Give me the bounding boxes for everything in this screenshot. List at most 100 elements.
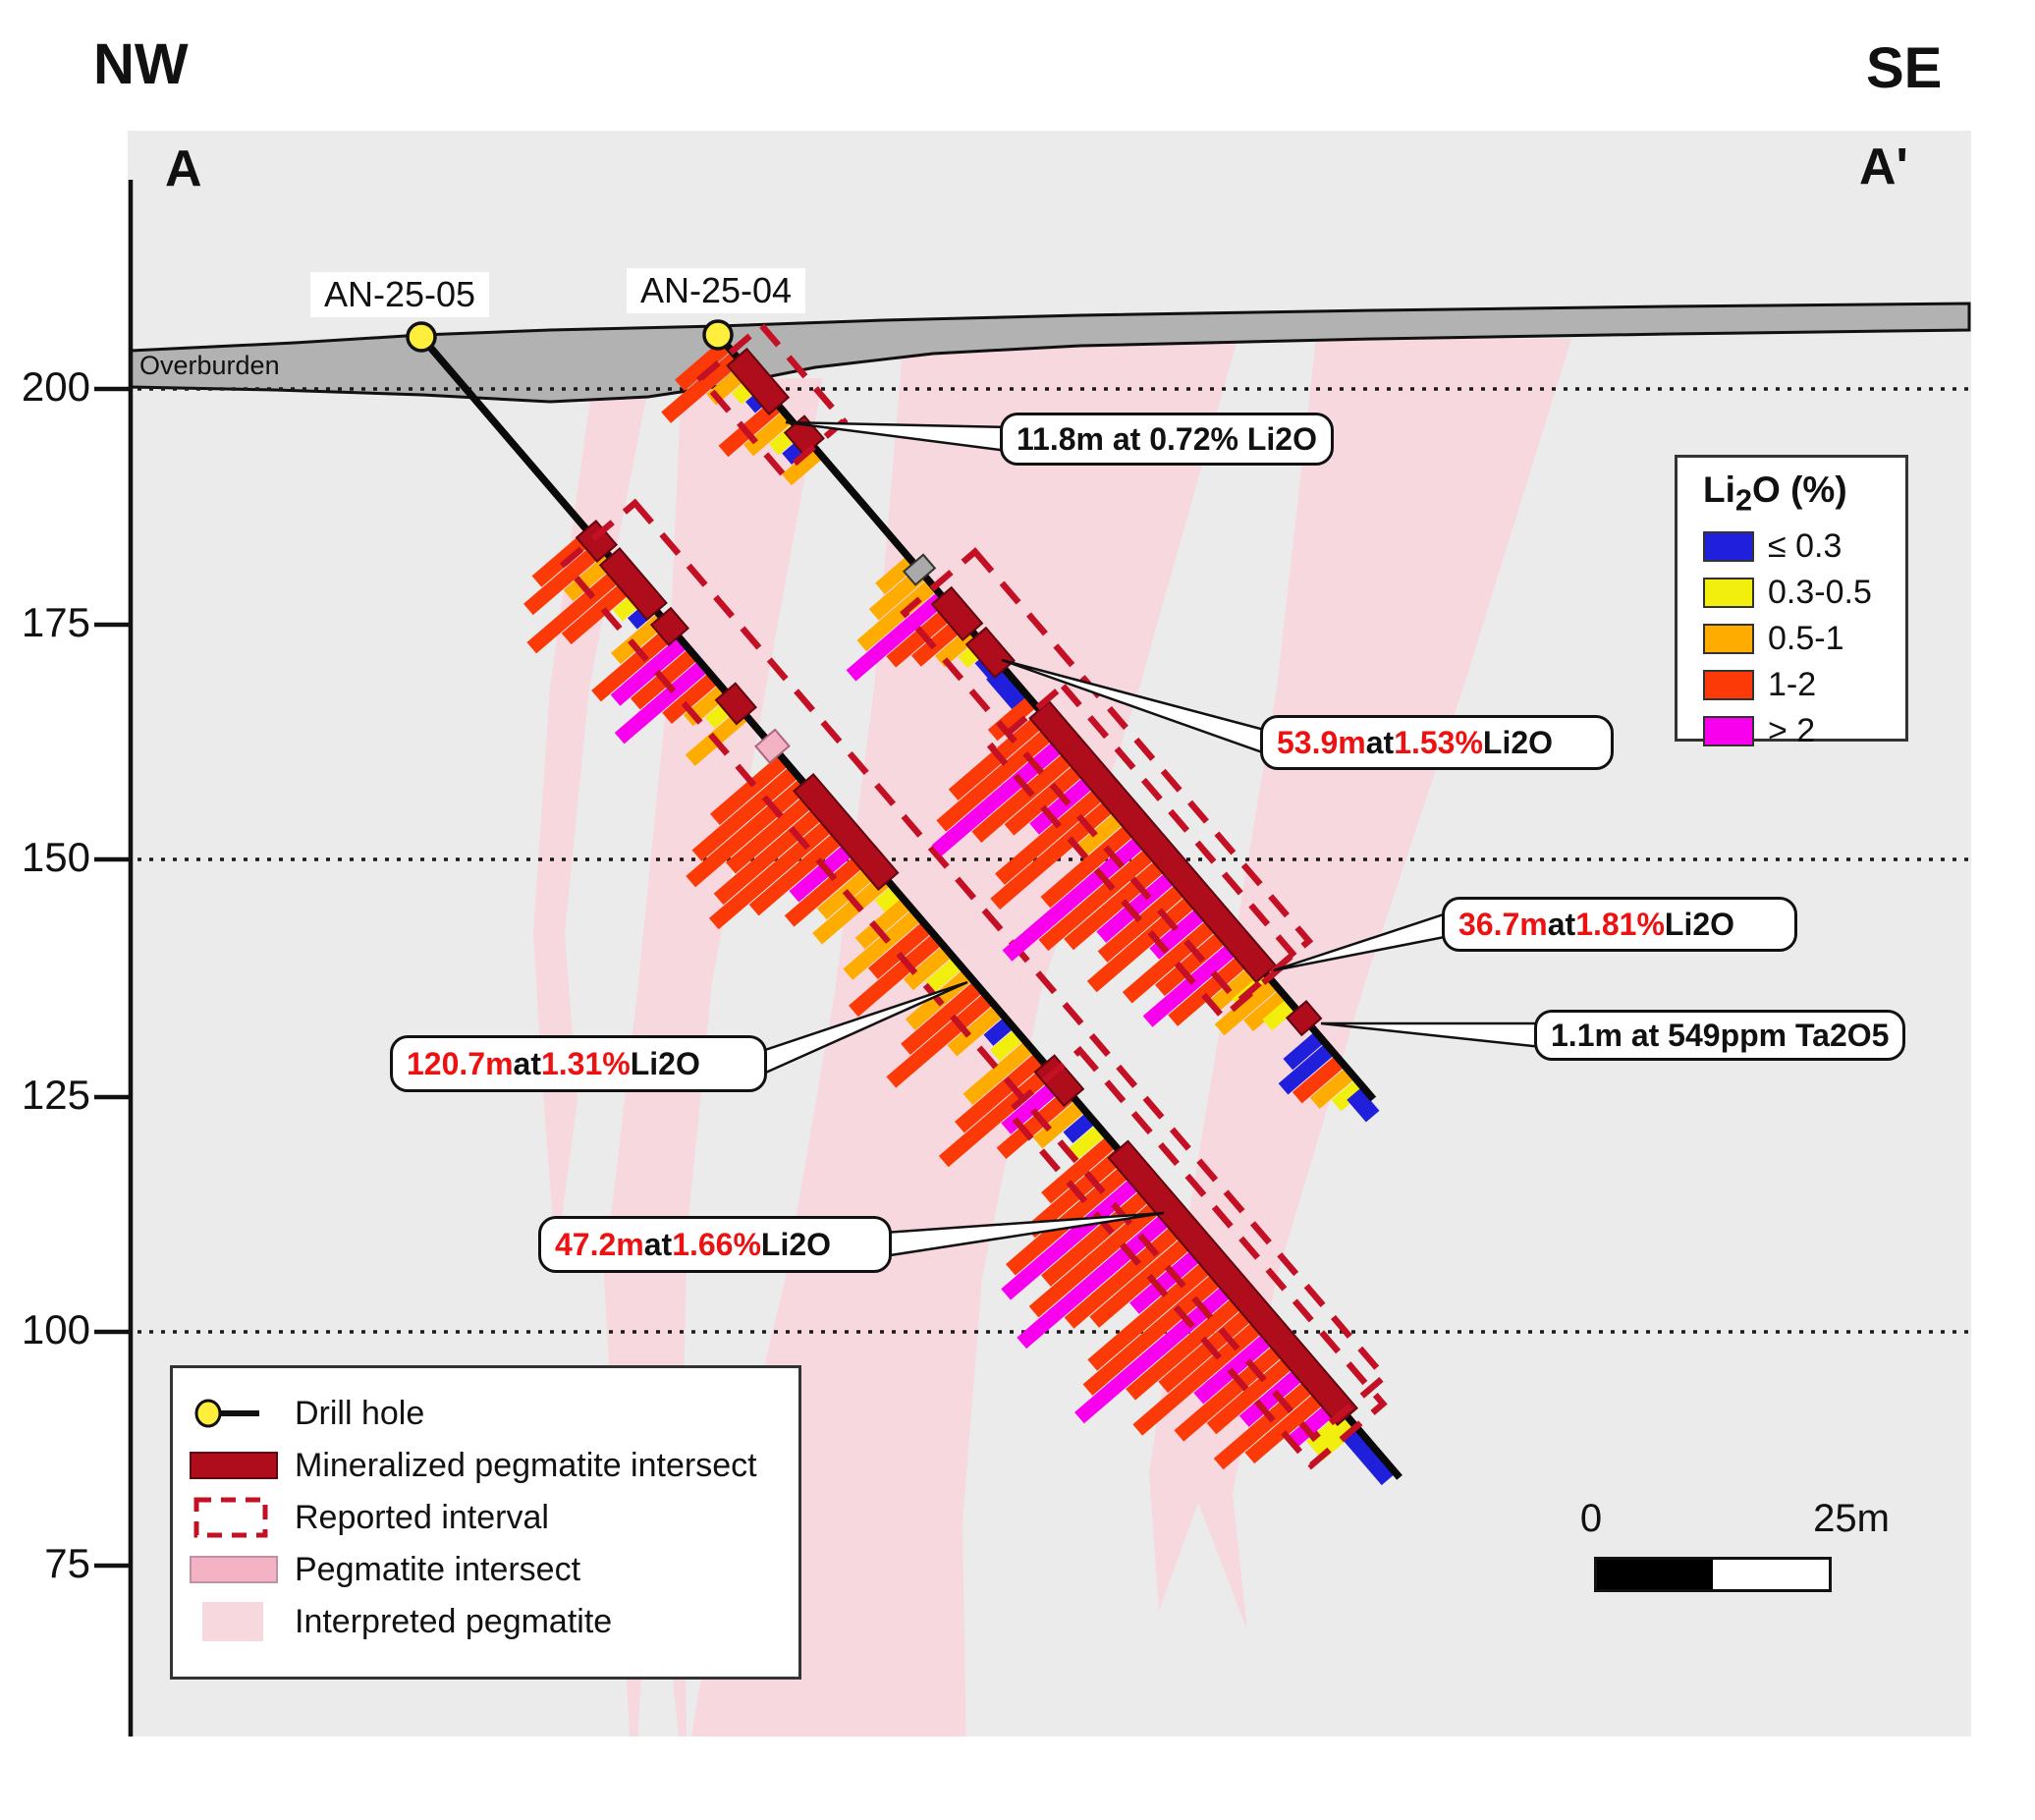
assay-bar — [1086, 891, 1201, 993]
assay-bar — [843, 910, 920, 980]
assay-bar — [591, 626, 676, 702]
mineralized-pegmatite-intersect — [726, 347, 791, 415]
interval-annotation-text: 1.66% — [672, 1226, 761, 1262]
symbols-legend-label: Interpreted pegmatite — [295, 1602, 613, 1640]
reported-interval-box — [559, 498, 1390, 1443]
assay-bar — [526, 567, 625, 654]
assay-bar — [748, 827, 849, 916]
reported-interval-box — [986, 681, 1299, 1022]
interval-annotation-text: 1.81% — [1575, 906, 1665, 942]
mineralized-pegmatite-intersect — [793, 773, 900, 891]
assay-bar — [1278, 1045, 1333, 1095]
assay-bar — [1041, 1137, 1115, 1204]
overburden-label: Overburden — [139, 351, 280, 380]
assay-bar — [1074, 807, 1129, 858]
assay-bar — [718, 401, 781, 458]
interval-annotation: 1.1m at 549ppm Ta2O5 — [1534, 1010, 1906, 1061]
interval-annotation: 53.9m at 1.53% Li2O — [1260, 715, 1614, 770]
assay-bar — [726, 792, 818, 874]
interval-annotation-text: 47.2m — [555, 1226, 644, 1262]
assay-bar — [662, 674, 717, 724]
interval-annotation: 120.7m at 1.31% Li2O — [390, 1035, 767, 1092]
assay-bar — [955, 1054, 1043, 1133]
assay-bar — [1028, 1197, 1166, 1318]
symbols-legend-item: Mineralized pegmatite intersect — [189, 1444, 798, 1487]
li2o-legend: Li2O (%) ≤ 0.3 0.3-0.5 0.5-1 1-2 > 2 — [1675, 455, 1908, 749]
assay-bar — [875, 557, 915, 595]
assay-bar — [610, 638, 687, 706]
scale-bar-black-half — [1597, 1560, 1713, 1589]
assay-bar — [611, 614, 666, 665]
assay-bar — [1214, 979, 1277, 1036]
assay-bar — [784, 852, 869, 927]
mineralized-pegmatite-intersect — [649, 606, 689, 647]
li2o-legend-label: > 2 — [1768, 712, 1816, 750]
drill-collar — [702, 319, 734, 351]
assay-bar — [1126, 1293, 1247, 1401]
mineralized-pegmatite-intersect — [1028, 699, 1278, 984]
assay-bar — [904, 947, 951, 991]
interval-annotation: 36.7m at 1.81% Li2O — [1442, 897, 1797, 952]
compass-se-label: SE — [1866, 36, 1943, 100]
reported-icon — [193, 1497, 268, 1538]
assay-bar — [1213, 1376, 1319, 1470]
assay-bar — [1306, 1411, 1357, 1462]
li2o-legend-title: Li2O (%) — [1703, 469, 1847, 518]
assay-bar — [990, 1030, 1022, 1062]
assay-bar — [1262, 1000, 1294, 1031]
interval-annotation-text: at — [1365, 724, 1395, 760]
assay-bar — [1040, 819, 1140, 909]
section-a-prime-label: A' — [1859, 138, 1908, 195]
assay-bar — [846, 593, 946, 682]
assay-bar — [1097, 879, 1191, 963]
assay-bar — [1347, 1088, 1380, 1123]
assay-bar — [1285, 1400, 1340, 1451]
assay-bar — [1074, 1281, 1238, 1424]
symbols-legend-items: Drill hole Mineralized pegmatite intersec… — [189, 1392, 798, 1643]
mineralized-pegmatite-intersect — [1033, 1054, 1085, 1108]
interval-annotation-text: 36.7m — [1458, 906, 1548, 942]
interval-annotation-text: Li2O — [760, 1226, 832, 1262]
li2o-swatch — [1703, 716, 1754, 747]
assay-bar — [995, 784, 1110, 885]
interval-annotation-text: at — [1547, 906, 1576, 942]
assay-bar — [996, 1090, 1073, 1160]
li2o-legend-items: ≤ 0.3 0.3-0.5 0.5-1 1-2 > 2 — [1703, 527, 1905, 750]
assay-bar — [1341, 1427, 1394, 1486]
assay-bar — [938, 1066, 1053, 1168]
interpreted-icon — [202, 1602, 263, 1641]
symbols-legend-item: Reported interval — [189, 1496, 798, 1539]
interval-annotation-text: Li2O — [1482, 724, 1554, 760]
section-a-label: A — [165, 140, 202, 197]
assay-bar — [1244, 1388, 1330, 1464]
li2o-legend-label: 1-2 — [1768, 666, 1817, 704]
assay-bar — [947, 1007, 1002, 1057]
li2o-swatch — [1703, 670, 1754, 701]
assay-bar — [971, 747, 1078, 843]
mineralized-pegmatite-intersect — [964, 626, 1016, 679]
assay-bar — [709, 756, 788, 825]
assay-bar — [1168, 951, 1252, 1026]
assay-bar — [901, 982, 981, 1056]
li2o-legend-item: 1-2 — [1703, 666, 1905, 704]
assay-bar — [1193, 1328, 1279, 1405]
assay-bar — [675, 341, 730, 391]
scalebar-25m-label: 25m — [1813, 1497, 1890, 1540]
assay-bar — [531, 530, 594, 587]
li2o-legend-label: 0.5-1 — [1768, 620, 1844, 658]
mineralized-pegmatite-intersect — [575, 519, 619, 563]
symbols-legend-item: Pegmatite intersect — [189, 1548, 798, 1591]
mineralized-pegmatite-intersect — [930, 585, 984, 641]
symbols-legend-item: Drill hole — [189, 1392, 798, 1435]
drill-collar — [406, 321, 437, 353]
assay-bar — [1038, 844, 1161, 952]
assay-bar — [987, 697, 1035, 742]
assay-bar — [743, 413, 791, 457]
reported-interval-box — [695, 321, 849, 478]
assay-bar — [1155, 927, 1233, 997]
symbols-legend-label: Pegmatite intersect — [295, 1550, 581, 1588]
assay-bar — [614, 662, 707, 745]
symbols-legend-label: Reported interval — [295, 1498, 549, 1536]
assay-bar — [1017, 1209, 1176, 1350]
